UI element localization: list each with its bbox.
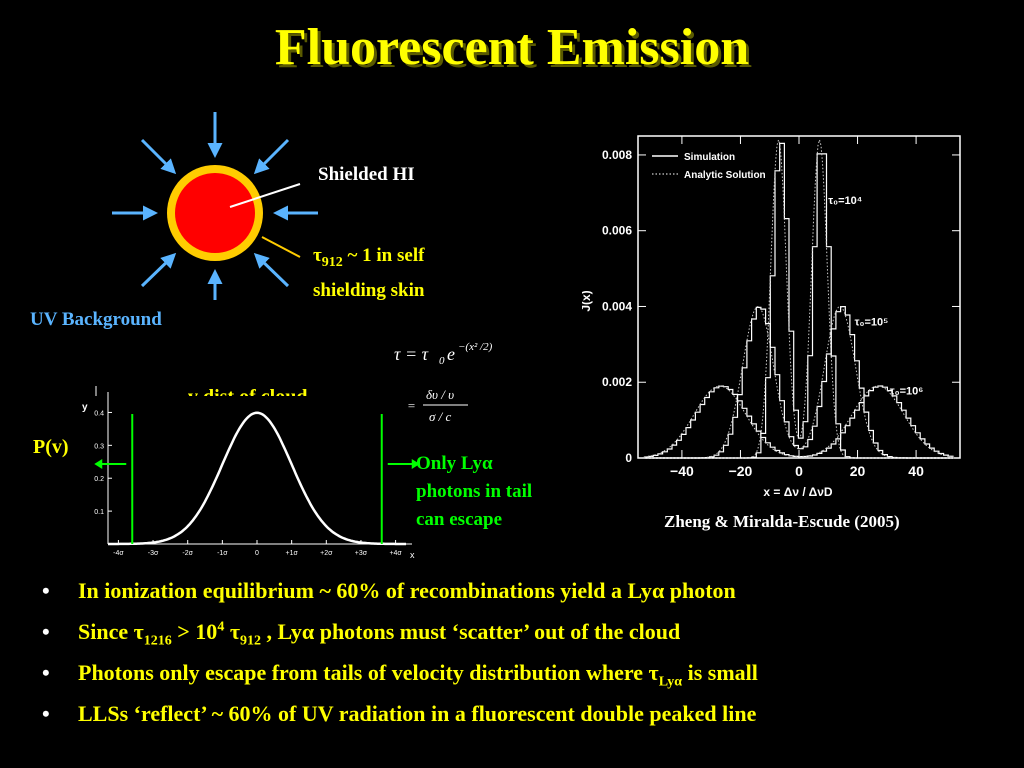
escape-line3: can escape bbox=[416, 509, 503, 530]
tau-note-line1: ~ 1 in self bbox=[347, 245, 425, 266]
escape-note: Only Lyα photons in tail can escape bbox=[416, 450, 532, 534]
uv-arrows bbox=[112, 112, 318, 300]
jx-y-tick-label: 0 bbox=[625, 451, 632, 465]
gaussian-x-tick-label: +2σ bbox=[320, 550, 333, 557]
jx-x-tick-label: 20 bbox=[850, 463, 866, 479]
eq1-sub: 0 bbox=[439, 355, 445, 367]
shielded-hi-label: Shielded HI bbox=[318, 164, 415, 185]
gaussian-y-tick-label: 0.4 bbox=[94, 410, 104, 417]
uv-arrow-se bbox=[253, 252, 290, 288]
gaussian-x-letter: x bbox=[410, 550, 415, 560]
jx-y-tick-label: 0.004 bbox=[602, 299, 632, 313]
jx-y-tick-label: 0.006 bbox=[602, 224, 632, 238]
uv-arrow-nw bbox=[140, 138, 177, 175]
jx-y-axis-label: J(x) bbox=[582, 290, 593, 311]
gaussian-x-tick-label: +4σ bbox=[389, 550, 402, 557]
cloud-core bbox=[175, 173, 255, 253]
jx-annotation: τ₀=10⁵ bbox=[855, 316, 889, 328]
gaussian-y-letter: y bbox=[82, 402, 88, 413]
jx-analytic-curve bbox=[643, 137, 955, 459]
gaussian-x-tick-label: 0 bbox=[255, 550, 259, 557]
jx-y-tick-label: 0.002 bbox=[602, 375, 632, 389]
eq1-lhs: τ = τ bbox=[394, 344, 429, 364]
cloud-diagram bbox=[112, 112, 318, 300]
jx-x-tick-label: 40 bbox=[908, 463, 924, 479]
bullet-2: • Since τ1216 > 104 τ912 , Lyα photons mu… bbox=[42, 619, 681, 649]
skin-pointer bbox=[261, 236, 301, 258]
jx-x-axis-label: x = Δν / ΔνD bbox=[763, 485, 833, 499]
gaussian-x-tick-label: +3σ bbox=[355, 550, 368, 557]
bullet-3: • Photons only escape from tails of veloc… bbox=[42, 660, 758, 690]
escape-arrow-head bbox=[411, 459, 420, 469]
jx-x-tick-label: −40 bbox=[670, 463, 694, 479]
jx-legend-analytic: Analytic Solution bbox=[684, 170, 766, 181]
jx-legend-simulation: Simulation bbox=[684, 152, 735, 163]
uv-arrow-ne bbox=[253, 138, 290, 175]
pv-label: P(v) bbox=[33, 436, 69, 458]
uv-background-label: UV Background bbox=[30, 309, 162, 330]
gaussian-y-tick-label: 0.2 bbox=[94, 476, 104, 483]
equation-tau: τ = τ 0 e −(x² /2) bbox=[394, 341, 493, 367]
eq1-exp: −(x² /2) bbox=[458, 341, 493, 353]
bullet-1: • In ionization equilibrium ~ 60% of reco… bbox=[42, 578, 736, 603]
tau-symbol: τ bbox=[313, 245, 322, 266]
bullet-list: • In ionization equilibrium ~ 60% of reco… bbox=[42, 578, 1012, 742]
slide-title: Fluorescent Emission bbox=[274, 19, 750, 76]
gaussian-x-tick-label: -4σ bbox=[113, 550, 124, 557]
gaussian-plot: y x -4σ -3σ -2σ -1σ 0 +1σ +2σ +3σ +4σ 0.1 0.2 0.3 0.4 bbox=[82, 386, 420, 560]
gaussian-x-tick-label: -2σ bbox=[182, 550, 193, 557]
jx-y-tick-label: 0.008 bbox=[602, 148, 632, 162]
shielded-pointer bbox=[229, 183, 301, 208]
eq2-numerator: δυ / υ bbox=[426, 387, 454, 402]
gaussian-x-tick-label: +1σ bbox=[285, 550, 298, 557]
gaussian-curve bbox=[108, 411, 406, 546]
eq1-e: e bbox=[447, 344, 455, 364]
jx-simulation-curve bbox=[643, 385, 954, 458]
gaussian-y-tick-label: 0.3 bbox=[94, 443, 104, 450]
gaussian-y-tick-label: 0.1 bbox=[94, 509, 104, 516]
jx-analytic-curve bbox=[643, 385, 955, 458]
jx-x-tick-label: 0 bbox=[795, 463, 803, 479]
gaussian-x-tick-label: -1σ bbox=[217, 550, 228, 557]
bullet-4: • LLSs ‘reflect’ ~ 60% of UV radiation in… bbox=[42, 701, 757, 726]
gaussian-x-tick-label: -3σ bbox=[148, 550, 159, 557]
gaussian-plot-area bbox=[108, 396, 406, 544]
tau-912-note: τ912 ~ 1 in self shielding skin bbox=[313, 242, 424, 305]
jx-analytic-curve bbox=[643, 305, 955, 459]
uv-arrow-sw bbox=[140, 252, 177, 288]
escape-line2: photons in tail bbox=[416, 481, 533, 502]
escape-alpha: α bbox=[482, 453, 493, 474]
escape-line1: Only Ly bbox=[416, 453, 482, 474]
jx-plot: −40 −20 0 20 40 0 0.002 0.004 0.006 0.008 J(x) x = … bbox=[582, 126, 968, 512]
jx-annotation: τ₀=10⁴ bbox=[828, 195, 862, 207]
tau-note-line2: shielding skin bbox=[313, 279, 425, 301]
tau-subscript: 912 bbox=[321, 254, 343, 270]
jx-x-tick-label: −20 bbox=[729, 463, 753, 479]
citation: Zheng & Miralda-Escude (2005) bbox=[664, 512, 900, 531]
jx-annotation: τ₀=10⁶ bbox=[890, 385, 924, 397]
equation-x: x = δυ / υ σ / c bbox=[397, 387, 468, 424]
eq2-denominator: σ / c bbox=[429, 409, 452, 424]
escape-arrow-head bbox=[94, 459, 103, 469]
